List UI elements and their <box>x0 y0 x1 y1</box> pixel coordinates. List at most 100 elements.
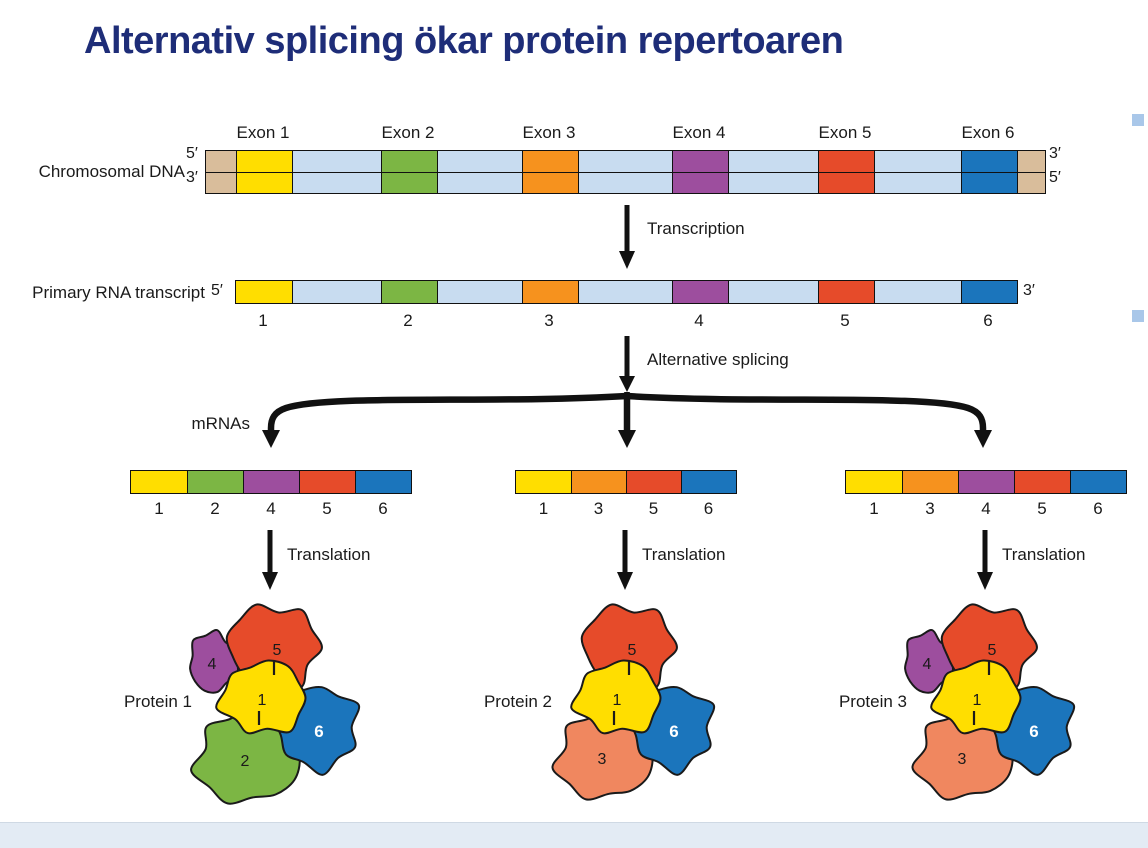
page-title: Alternativ splicing ökar protein reperto… <box>84 20 844 62</box>
protein-1-illustration: 4 5 2 6 1 <box>189 603 361 805</box>
mrna-3-exon-number-6: 6 <box>1093 499 1103 518</box>
mrna-2-bar <box>515 470 737 494</box>
mrna-3-exon-number-1: 1 <box>869 499 879 518</box>
rna-exon-5 <box>818 281 874 303</box>
exon-label-1: Exon 1 <box>236 123 290 142</box>
mrna-3-exon-number-3: 3 <box>925 499 935 518</box>
protein-2-subunit-1-number: 1 <box>613 692 622 709</box>
dna-left-5prime-label: 5′ <box>186 145 198 162</box>
protein-1-subunit-6-number: 6 <box>314 722 323 741</box>
dna-intron <box>728 151 818 172</box>
dna-intron <box>874 151 961 172</box>
protein-3-subunit-3-number: 3 <box>958 751 967 768</box>
mrna-1-exon-2 <box>187 471 243 493</box>
protein-3-subunit-1-number: 1 <box>973 692 982 709</box>
dna-exon-3 <box>522 173 578 193</box>
mrna-1-exon-5 <box>299 471 355 493</box>
dna-left-3prime-label: 3′ <box>186 169 198 186</box>
rna-left-5prime-label: 5′ <box>211 282 223 299</box>
transcription-label: Transcription <box>647 219 745 238</box>
exon-label-3: Exon 3 <box>522 123 576 142</box>
rna-exon-number-1: 1 <box>258 311 268 330</box>
dna-exon-2 <box>381 173 437 193</box>
translation-label-1: Translation <box>287 545 371 564</box>
protein-3-subunit-6-number: 6 <box>1029 722 1038 741</box>
scrollbar-fragment-top[interactable] <box>1132 114 1144 126</box>
protein-1-subunit-4-number: 4 <box>208 656 217 673</box>
scrollbar-fragment-bottom[interactable] <box>1132 310 1144 322</box>
mrna-3-bar <box>845 470 1127 494</box>
exon-label-2: Exon 2 <box>381 123 435 142</box>
dna-exon-5 <box>818 173 874 193</box>
mrna-1-exon-6 <box>355 471 411 493</box>
dna-exon-1 <box>236 173 292 193</box>
rna-exon-number-5: 5 <box>840 311 850 330</box>
dna-bottom-strand <box>206 172 1045 193</box>
mrna-1-exon-number-4: 4 <box>266 499 276 518</box>
mrna-1-exon-1 <box>131 471 187 493</box>
protein-3-subunit-1-blob <box>930 659 1022 735</box>
dna-end-cap <box>206 151 236 172</box>
mrna-3-exon-6 <box>1070 471 1126 493</box>
dna-right-5prime-label: 5′ <box>1049 169 1061 186</box>
dna-exon-6 <box>961 173 1017 193</box>
protein-1-subunit-2-number: 2 <box>241 753 250 770</box>
alternative-splicing-arrow <box>619 336 635 392</box>
exon-label-5: Exon 5 <box>818 123 872 142</box>
rna-intron <box>292 281 381 303</box>
rna-exon-number-3: 3 <box>544 311 554 330</box>
dna-intron <box>437 151 522 172</box>
rna-exon-3 <box>522 281 578 303</box>
chromosomal-dna-bar <box>205 150 1046 194</box>
dna-intron <box>292 173 381 193</box>
mrna-2-exon-3 <box>571 471 626 493</box>
protein-1-subunit-4-blob <box>189 629 240 694</box>
footer-strip <box>0 822 1148 848</box>
mrna-3-exon-5 <box>1014 471 1070 493</box>
protein-2-illustration: 5 3 6 1 <box>551 603 716 801</box>
dna-intron <box>292 151 381 172</box>
dna-top-strand <box>206 151 1045 172</box>
protein-2-subunit-1-blob <box>570 659 662 735</box>
protein-3-subunit-4-number: 4 <box>923 656 932 673</box>
mrna-1-exon-number-1: 1 <box>154 499 164 518</box>
chromosomal-dna-label: Chromosomal DNA <box>38 162 185 181</box>
mrna-3-exon-3 <box>902 471 958 493</box>
mrna-3-exon-number-5: 5 <box>1037 499 1047 518</box>
rna-exon-1 <box>236 281 292 303</box>
translation-label-3: Translation <box>1002 545 1086 564</box>
dna-end-cap <box>1017 173 1045 193</box>
protein-1-subunit-5-number: 5 <box>273 642 282 659</box>
dna-exon-6 <box>961 151 1017 172</box>
dna-exon-4 <box>672 173 728 193</box>
dna-exon-4 <box>672 151 728 172</box>
dna-intron <box>578 151 672 172</box>
dna-end-cap <box>1017 151 1045 172</box>
rna-exon-2 <box>381 281 437 303</box>
dna-intron <box>437 173 522 193</box>
dna-exon-1 <box>236 151 292 172</box>
mrna-3-exon-1 <box>846 471 902 493</box>
mrna-2-exon-6 <box>681 471 736 493</box>
mrna-2-exon-number-5: 5 <box>648 499 659 518</box>
mrna-2-exon-5 <box>626 471 681 493</box>
rna-exon-number-2: 2 <box>403 311 413 330</box>
transcription-arrow <box>619 205 635 269</box>
primary-rna-bar <box>235 280 1018 304</box>
protein-1-subunit-1-blob <box>215 659 307 735</box>
alternative-splicing-label: Alternative splicing <box>647 350 789 369</box>
translation-arrow-1 <box>262 530 278 590</box>
primary-transcript-label: Primary RNA transcript <box>32 283 205 302</box>
mrna-3-exon-number-4: 4 <box>981 499 991 518</box>
protein-2-subunit-3-number: 3 <box>598 751 607 768</box>
rna-exon-number-4: 4 <box>694 311 704 330</box>
protein-2-label: Protein 2 <box>483 692 552 711</box>
mrna-2-exon-1 <box>516 471 571 493</box>
protein-1-label: Protein 1 <box>123 692 192 711</box>
rna-intron <box>874 281 961 303</box>
exon-label-6: Exon 6 <box>961 123 1015 142</box>
dna-end-cap <box>206 173 236 193</box>
protein-3-subunit-4-blob <box>904 629 955 694</box>
protein-3-illustration: 4 5 3 6 1 <box>904 603 1076 801</box>
